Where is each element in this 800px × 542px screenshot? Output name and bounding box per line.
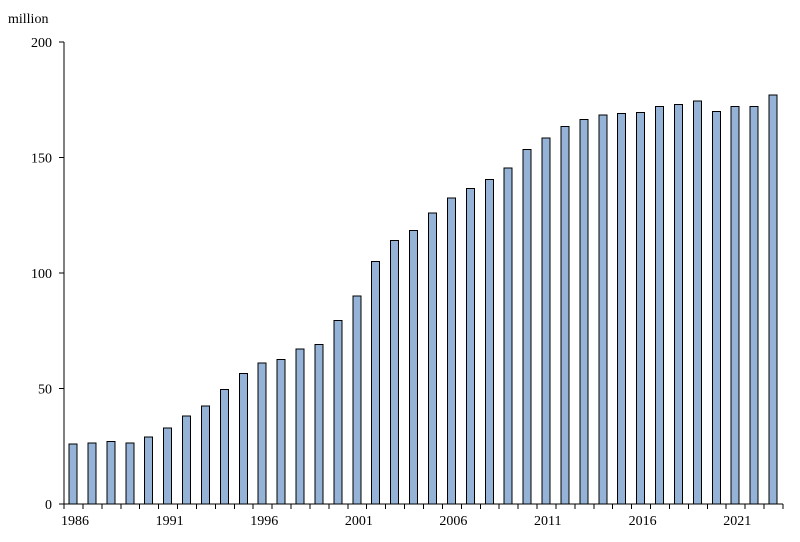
- bar-2018: [673, 103, 683, 505]
- bar-2007: [465, 188, 475, 505]
- y-tick-label: 0: [45, 498, 52, 513]
- x-tick-label: 2021: [723, 514, 751, 529]
- bar-series: [68, 94, 778, 505]
- bar-2004: [409, 229, 419, 505]
- bar-2008: [484, 178, 494, 505]
- bar-2006: [446, 197, 456, 505]
- x-tick-label: 2011: [534, 514, 561, 529]
- bar-2020: [711, 110, 721, 505]
- bar-2013: [579, 118, 589, 505]
- bar-2002: [371, 260, 381, 505]
- bar-1998: [295, 348, 305, 505]
- bar-2019: [692, 100, 702, 505]
- bar-1992: [182, 415, 192, 505]
- bar-2005: [428, 212, 437, 505]
- bar-2014: [598, 114, 608, 505]
- x-tick-label: 1991: [156, 514, 184, 529]
- bar-2000: [333, 319, 343, 505]
- bar-1994: [219, 389, 229, 505]
- bar-2001: [352, 295, 362, 505]
- y-tick-label: 150: [31, 152, 52, 167]
- bar-1997: [276, 359, 286, 505]
- x-tick-label: 2006: [439, 514, 467, 529]
- y-tick-label: 100: [31, 267, 52, 282]
- bar-2012: [560, 125, 570, 505]
- bar-2015: [617, 113, 627, 505]
- x-tick-label: 1986: [61, 514, 89, 529]
- x-tick-label: 1996: [250, 514, 278, 529]
- bar-2023: [768, 94, 778, 505]
- x-axis: 1986 1991 1996 2001 2006 2011 2016 2021: [61, 503, 784, 529]
- bar-1989: [125, 442, 135, 505]
- bar-1999: [314, 344, 324, 505]
- bar-2017: [655, 106, 665, 505]
- bar-2022: [749, 106, 759, 505]
- y-tick-label: 50: [38, 383, 52, 398]
- bar-1986: [68, 443, 78, 505]
- bar-1987: [87, 442, 97, 505]
- bar-2009: [503, 167, 513, 505]
- bar-1993: [200, 405, 210, 505]
- bar-1988: [106, 441, 116, 505]
- x-tick-label: 2016: [629, 514, 657, 529]
- bar-1996: [257, 362, 267, 505]
- x-tick-label: 2001: [345, 514, 373, 529]
- bar-2021: [730, 106, 740, 505]
- bar-2016: [636, 111, 646, 505]
- y-axis-unit-label: million: [8, 12, 48, 27]
- y-axis: 0 50 100 150 200: [31, 36, 65, 513]
- bar-2011: [541, 137, 551, 505]
- bar-1995: [238, 372, 248, 505]
- y-tick-label: 200: [31, 36, 52, 51]
- bar-1991: [163, 427, 173, 505]
- bar-2003: [390, 240, 400, 505]
- bar-1990: [144, 436, 154, 505]
- bar-2010: [522, 148, 532, 505]
